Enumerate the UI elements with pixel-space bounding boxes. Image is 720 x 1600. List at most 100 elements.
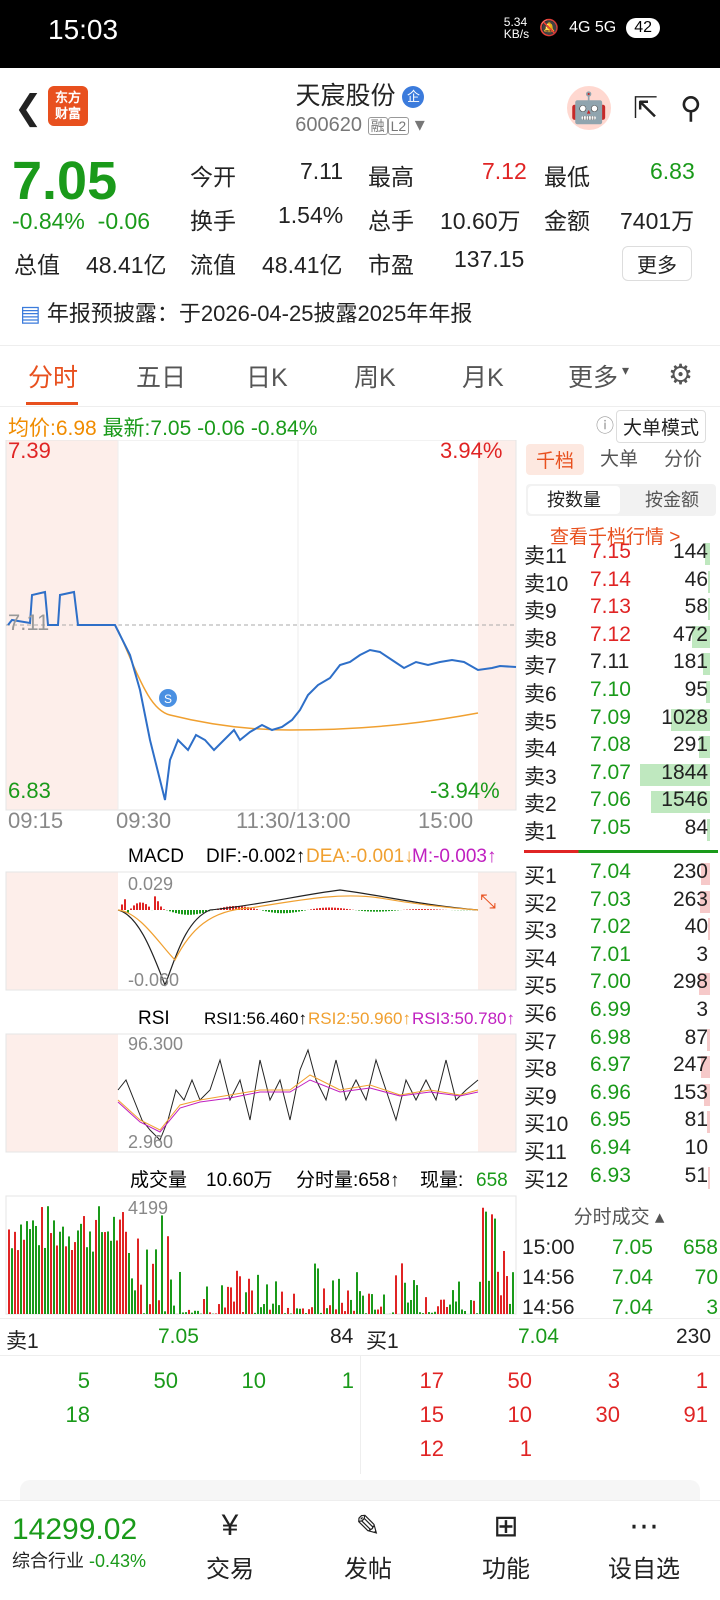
amount-value: 7401万 bbox=[620, 208, 695, 234]
macd-top-label: 0.029 bbox=[128, 874, 173, 894]
volume-selector[interactable]: 成交量 bbox=[130, 1169, 187, 1191]
macd-bar bbox=[298, 910, 300, 912]
volume-bar bbox=[230, 1287, 232, 1314]
time-label-0930: 09:30 bbox=[116, 808, 171, 833]
nav-watchlist[interactable]: ⋯ 设自选 bbox=[594, 1509, 694, 1584]
volume-bar bbox=[401, 1263, 403, 1314]
more-button[interactable]: 更多 bbox=[622, 246, 692, 281]
volume-bar bbox=[317, 1268, 319, 1314]
buy-level-volume: 87 bbox=[684, 1025, 708, 1049]
sell-row: 卖11 7.15 144 bbox=[524, 540, 720, 568]
tab-price-split[interactable]: 分价 bbox=[664, 449, 703, 470]
buy-level-label: 买9 bbox=[524, 1085, 557, 1109]
sell-row: 卖9 7.13 58 bbox=[524, 595, 720, 623]
volume-bar bbox=[65, 1246, 67, 1314]
sell-row: 卖2 7.06 1546 bbox=[524, 788, 720, 816]
expand-icon[interactable]: ⤡ bbox=[480, 891, 496, 913]
sell-row: 卖6 7.10 95 bbox=[524, 678, 720, 706]
order-qty: 17 bbox=[419, 1368, 444, 1393]
annual-report-notice[interactable]: ▤ 年报预披露：于2026-04-25披露2025年年报 bbox=[20, 296, 472, 328]
help-icon[interactable]: ⓘ bbox=[596, 416, 614, 436]
sell-level-price: 7.12 bbox=[590, 622, 631, 646]
settings-gear-icon[interactable]: ⚙ bbox=[668, 359, 694, 390]
buy-level-label: 买4 bbox=[524, 947, 557, 971]
open-value: 7.11 bbox=[300, 158, 344, 184]
sell-level-price: 7.13 bbox=[590, 595, 631, 619]
tab-big-orders[interactable]: 大单 bbox=[600, 449, 639, 470]
tab-weekly[interactable]: 周K bbox=[354, 364, 396, 392]
sell-volume-bar bbox=[708, 570, 710, 593]
share-icon[interactable]: ⇱ bbox=[632, 91, 659, 125]
macd-bar bbox=[289, 910, 291, 913]
trade-icon: ¥ bbox=[221, 1509, 239, 1542]
volume-bar bbox=[122, 1212, 124, 1314]
volume-minute: 分时量:658↑ bbox=[296, 1169, 399, 1191]
tab-5day[interactable]: 五日 bbox=[136, 364, 187, 392]
sell-row: 卖4 7.08 291 bbox=[524, 733, 720, 761]
macd-bar bbox=[190, 910, 192, 915]
rsi-selector[interactable]: RSI bbox=[138, 1008, 170, 1029]
by-amount-option[interactable]: 按金额 bbox=[645, 490, 699, 510]
back-icon[interactable]: ❮ bbox=[14, 89, 43, 127]
stock-code: 600620 bbox=[295, 114, 362, 136]
nav-functions[interactable]: ⊞ 功能 bbox=[456, 1509, 556, 1584]
volume-bar bbox=[116, 1240, 118, 1314]
search-icon[interactable]: ⚲ bbox=[680, 91, 702, 125]
buy-level-price: 6.96 bbox=[590, 1080, 631, 1104]
index-widget[interactable]: 14299.02 综合行业 -0.43% bbox=[12, 1513, 146, 1573]
buy-level-volume: 3 bbox=[696, 998, 708, 1021]
by-quantity-option[interactable]: 按数量 bbox=[528, 486, 620, 514]
index-pct: -0.43% bbox=[89, 1551, 147, 1571]
time-label-midday: 11:30/13:00 bbox=[236, 808, 351, 833]
price-summary-line: 均价:6.98 最新:7.05 -0.06 -0.84% bbox=[8, 412, 317, 442]
volume-bar bbox=[434, 1311, 436, 1314]
volume-bar bbox=[371, 1294, 373, 1314]
big-order-mode-button[interactable]: 大单模式 bbox=[615, 410, 706, 443]
latest-value: 7.05 bbox=[150, 417, 192, 440]
turnover-value: 1.54% bbox=[278, 202, 344, 228]
tab-monthly[interactable]: 月K bbox=[462, 364, 504, 392]
macd-bar bbox=[199, 910, 201, 914]
macd-bar bbox=[181, 910, 183, 915]
assistant-icon[interactable]: 🤖 bbox=[566, 86, 611, 130]
volume-bar bbox=[47, 1206, 49, 1314]
signal-marker-letter: S bbox=[164, 692, 172, 706]
volume-bar bbox=[11, 1248, 13, 1314]
time-label-1500: 15:00 bbox=[418, 808, 473, 833]
volume-bar bbox=[320, 1312, 322, 1314]
volume-bar bbox=[89, 1231, 91, 1314]
tick-time: 14:56 bbox=[522, 1266, 575, 1289]
depth-link[interactable]: 查看千档行情 > bbox=[550, 527, 681, 548]
tab-intraday[interactable]: 分时 bbox=[28, 364, 79, 392]
volume-bar bbox=[281, 1291, 283, 1314]
chevron-down-icon[interactable]: ▾ bbox=[414, 114, 425, 136]
macd-bar bbox=[364, 910, 366, 912]
nav-trade[interactable]: ¥ 交易 bbox=[180, 1509, 280, 1584]
buy-volume-bar bbox=[701, 863, 710, 885]
volume-bar bbox=[362, 1295, 364, 1314]
intraday-chart[interactable]: S 7.39 7.11 6.83 3.94% -3.94% 09:15 09:3… bbox=[0, 440, 520, 1320]
buy-level-volume: 263 bbox=[672, 887, 708, 911]
macd-selector[interactable]: MACD bbox=[128, 846, 184, 867]
volume-bar bbox=[77, 1230, 79, 1314]
volume-bar bbox=[95, 1219, 97, 1314]
volume-bar bbox=[272, 1303, 274, 1314]
volume-bar bbox=[455, 1301, 457, 1314]
macd-bar bbox=[385, 910, 387, 912]
signal-marker-icon[interactable] bbox=[159, 689, 177, 707]
tab-daily[interactable]: 日K bbox=[246, 364, 288, 392]
buy-row: 买3 7.02 40 bbox=[524, 915, 720, 943]
y-top-label: 7.39 bbox=[8, 440, 51, 463]
buy-row: 买12 6.93 51 bbox=[524, 1164, 720, 1192]
tick-title[interactable]: 分时成交 ▴ bbox=[518, 1202, 720, 1229]
volume-bar bbox=[152, 1263, 154, 1314]
tab-depth[interactable]: 千档 bbox=[526, 444, 585, 475]
volume-bar bbox=[287, 1307, 289, 1314]
volume-bar bbox=[248, 1278, 250, 1314]
nav-post[interactable]: ✎ 发帖 bbox=[318, 1509, 418, 1584]
sell-level-label: 卖4 bbox=[524, 738, 557, 762]
avg-value: 6.98 bbox=[55, 417, 97, 440]
volume-bar bbox=[476, 1313, 478, 1314]
tab-more[interactable]: 更多 bbox=[568, 364, 619, 392]
buy-level-price: 7.02 bbox=[590, 915, 631, 939]
